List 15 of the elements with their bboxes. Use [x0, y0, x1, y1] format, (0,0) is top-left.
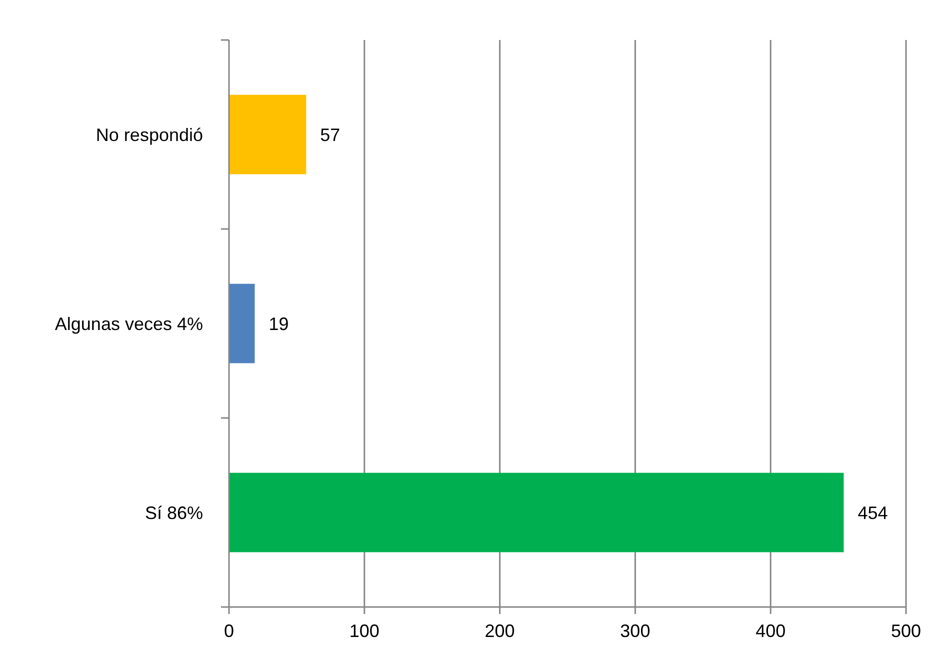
bar: [229, 94, 306, 174]
x-tick-label: 400: [756, 621, 786, 641]
y-tick-label: Algunas veces 4%: [54, 314, 203, 334]
x-tick-label: 100: [349, 621, 380, 641]
x-tick-label: 500: [890, 621, 922, 641]
bar: [229, 472, 844, 552]
y-tick-label: No respondió: [96, 124, 203, 145]
data-label: 454: [858, 502, 888, 523]
data-label: 57: [320, 124, 340, 145]
x-tick-label: 0: [224, 621, 234, 641]
y-tick-label: Sí 86%: [144, 502, 203, 523]
data-label: 19: [268, 314, 289, 334]
x-tick-label: 200: [484, 621, 515, 641]
bar: [229, 284, 255, 364]
x-tick-label: 300: [620, 621, 650, 641]
